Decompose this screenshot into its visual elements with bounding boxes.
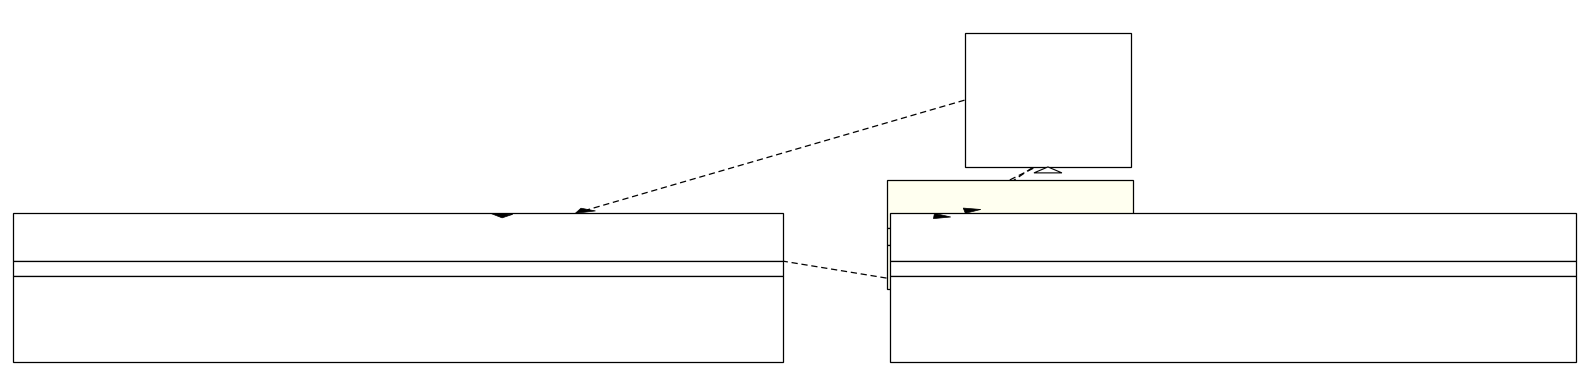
Text: + AccessPoemException(e : org.melati.poem.AccessPoemException): + AccessPoemException(e : org.melati.poe… xyxy=(21,324,331,333)
Text: CommandLineAccessHandler: CommandLineAccessHandler xyxy=(928,199,1092,209)
Text: AccessHandler: AccessHandler xyxy=(1007,115,1088,125)
Polygon shape xyxy=(933,213,950,219)
Bar xyxy=(890,261,1576,276)
Polygon shape xyxy=(491,213,513,218)
Text: + Melati(config : org.melati.MelatiConfig, request : javax.servlet.http.HttpServ: + Melati(config : org.melati.MelatiConfi… xyxy=(898,295,1540,305)
Text: + Melati(config : org.melati.MelatiConfig, writer : org.melati.util.MelatiWriter: + Melati(config : org.melati.MelatiConfi… xyxy=(898,333,1249,342)
Bar xyxy=(887,180,1133,228)
Bar xyxy=(887,244,1133,289)
Bar xyxy=(890,276,1576,362)
Polygon shape xyxy=(963,208,980,213)
Text: + AccessPoemException(problem : java.lang.Exception, token : org.melati.poem.Acc: + AccessPoemException(problem : java.lan… xyxy=(21,284,629,293)
Text: + AccessPoemException(token : org.melati.poem.AccessToken, capability : org.mela: + AccessPoemException(token : org.melati… xyxy=(21,304,489,313)
Text: org.melati: org.melati xyxy=(1208,244,1258,254)
Bar xyxy=(890,213,1576,261)
Bar xyxy=(887,228,1133,244)
Bar xyxy=(13,276,783,362)
Polygon shape xyxy=(1034,167,1061,173)
Text: Melati: Melati xyxy=(1216,226,1251,236)
Text: «interface»: «interface» xyxy=(1015,71,1081,81)
Text: + AccessPoemException(): + AccessPoemException() xyxy=(21,344,138,353)
Bar xyxy=(965,33,1131,167)
Bar xyxy=(13,213,783,261)
Bar xyxy=(13,261,783,276)
Text: org.melati.poem: org.melati.poem xyxy=(358,244,439,254)
Text: + CommandLineAccessHandler(): + CommandLineAccessHandler() xyxy=(895,262,1055,272)
Polygon shape xyxy=(575,208,596,213)
Text: AccessPoemException: AccessPoemException xyxy=(337,226,459,236)
